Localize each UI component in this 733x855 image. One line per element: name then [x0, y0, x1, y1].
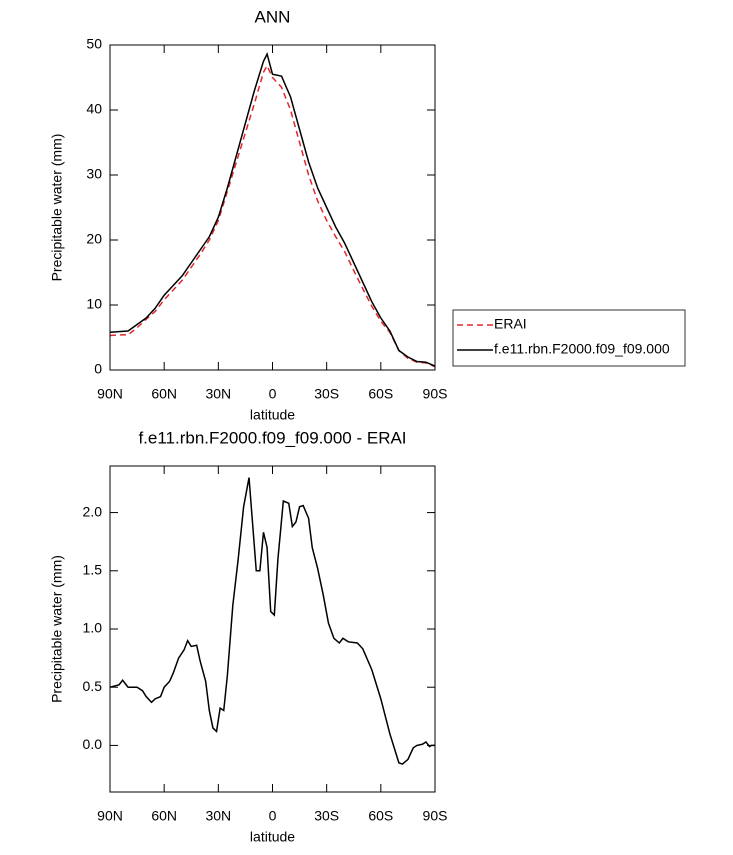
x-tick-label: 60N [151, 808, 177, 824]
plot-frame [109, 465, 436, 793]
x-tick-label: 0 [269, 808, 277, 824]
x-tick-label: 30S [314, 808, 339, 824]
x-tick-label: 30S [314, 386, 339, 402]
y-tick-label: 0.0 [83, 736, 103, 752]
data-line [109, 52, 436, 367]
x-tick-label: 30N [205, 808, 231, 824]
legend-label: f.e11.rbn.F2000.f09_f09.000 [494, 341, 670, 357]
y-tick-label: 1.5 [83, 561, 103, 577]
x-tick-label: 90S [423, 386, 448, 402]
chart-title: f.e11.rbn.F2000.f09_f09.000 - ERAI [138, 428, 406, 447]
x-tick-label: 0 [269, 386, 277, 402]
y-tick-label: 50 [86, 36, 102, 52]
legend-box [452, 309, 686, 367]
x-tick-label: 90S [423, 808, 448, 824]
y-tick-label: 2.0 [83, 503, 103, 519]
x-tick-label: 60S [368, 386, 393, 402]
x-axis-label: latitude [250, 407, 295, 423]
x-tick-label: 90N [97, 386, 123, 402]
y-axis-label: Precipitable water (mm) [49, 134, 65, 282]
plot-frame [109, 44, 436, 371]
x-axis-label: latitude [250, 829, 295, 845]
y-tick-label: 10 [86, 296, 102, 312]
x-tick-label: 30N [205, 386, 231, 402]
data-line [109, 64, 436, 368]
y-tick-label: 1.0 [83, 620, 103, 636]
data-line [109, 477, 435, 765]
x-tick-label: 60N [151, 386, 177, 402]
chart-title: ANN [255, 7, 291, 26]
y-tick-label: 0.5 [83, 678, 103, 694]
x-tick-label: 60S [368, 808, 393, 824]
y-axis-label: Precipitable water (mm) [49, 555, 65, 703]
y-tick-label: 0 [94, 361, 102, 377]
y-tick-label: 20 [86, 231, 102, 247]
y-tick-label: 40 [86, 101, 102, 117]
legend-label: ERAI [494, 316, 527, 332]
x-tick-label: 90N [97, 808, 123, 824]
y-tick-label: 30 [86, 166, 102, 182]
